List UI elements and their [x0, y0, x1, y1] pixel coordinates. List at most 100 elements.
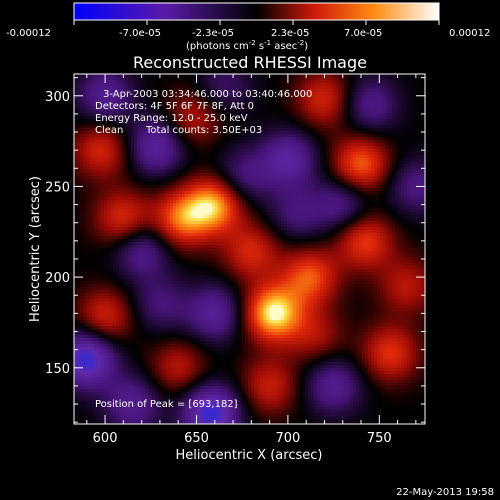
heatmap-cell [74, 347, 78, 351]
heatmap-cell [134, 407, 138, 411]
heatmap-cell [149, 182, 153, 186]
heatmap-cell [143, 383, 147, 387]
heatmap-cell [143, 203, 147, 207]
heatmap-cell [176, 365, 180, 369]
heatmap-cell [86, 215, 90, 219]
heatmap-cell [161, 278, 165, 282]
heatmap-cell [143, 143, 147, 147]
heatmap-cell [110, 314, 114, 318]
heatmap-cell [83, 320, 87, 324]
heatmap-cell [107, 377, 111, 381]
heatmap-cell [149, 233, 153, 237]
heatmap-cell [191, 335, 195, 339]
heatmap-cell [137, 260, 141, 264]
heatmap-cell [128, 248, 132, 252]
heatmap-cell [110, 296, 114, 300]
heatmap-cell [113, 206, 117, 210]
heatmap-cell [176, 344, 180, 348]
heatmap-cell [182, 146, 186, 150]
heatmap-cell [155, 185, 159, 189]
heatmap-cell [188, 230, 192, 234]
heatmap-cell [83, 248, 87, 252]
heatmap-cell [197, 251, 201, 255]
heatmap-cell [107, 362, 111, 366]
heatmap-cell [158, 119, 162, 123]
heatmap-cell [80, 248, 84, 252]
heatmap-cell [140, 176, 144, 180]
heatmap-cell [182, 224, 186, 228]
heatmap-cell [86, 89, 90, 93]
heatmap-cell [182, 167, 186, 171]
heatmap-cell [83, 302, 87, 306]
heatmap-cell [119, 284, 123, 288]
heatmap-cell [113, 260, 117, 264]
heatmap-cell [119, 395, 123, 399]
heatmap-cell [74, 422, 78, 424]
heatmap-cell [179, 80, 183, 84]
heatmap-cell [110, 263, 114, 267]
heatmap-cell [101, 191, 105, 195]
heatmap-cell [110, 326, 114, 330]
heatmap-cell [152, 278, 156, 282]
heatmap-cell [176, 131, 180, 135]
heatmap-cell [173, 326, 177, 330]
heatmap-cell [92, 263, 96, 267]
heatmap-cell [125, 167, 129, 171]
heatmap-cell [200, 161, 204, 165]
heatmap-cell [155, 245, 159, 249]
heatmap-cell [131, 383, 135, 387]
heatmap-cell [83, 257, 87, 261]
heatmap-cell [194, 383, 198, 387]
heatmap-cell [161, 362, 165, 366]
heatmap-cell [164, 335, 168, 339]
heatmap-cell [95, 173, 99, 177]
heatmap-cell [92, 347, 96, 351]
heatmap-cell [182, 305, 186, 309]
heatmap-cell [77, 404, 81, 408]
heatmap-cell [134, 80, 138, 84]
heatmap-cell [146, 335, 150, 339]
heatmap-cell [92, 197, 96, 201]
heatmap-cell [92, 317, 96, 321]
heatmap-cell [188, 224, 192, 228]
heatmap-cell [176, 86, 180, 90]
heatmap-cell [146, 182, 150, 186]
heatmap-cell [167, 134, 171, 138]
heatmap-cell [179, 95, 183, 99]
heatmap-cell [191, 377, 195, 381]
heatmap-cell [197, 383, 201, 387]
heatmap-cell [131, 248, 135, 252]
heatmap-cell [98, 251, 102, 255]
heatmap-cell [170, 83, 174, 87]
heatmap-cell [110, 227, 114, 231]
heatmap-cell [86, 206, 90, 210]
heatmap-cell [179, 305, 183, 309]
heatmap-cell [176, 167, 180, 171]
heatmap-cell [140, 377, 144, 381]
heatmap-cell [149, 284, 153, 288]
heatmap-cell [146, 77, 150, 81]
heatmap-cell [191, 200, 195, 204]
heatmap-cell [167, 338, 171, 342]
heatmap-cell [77, 215, 81, 219]
heatmap-cell [185, 191, 189, 195]
heatmap-cell [122, 77, 126, 81]
heatmap-cell [137, 86, 141, 90]
heatmap-cell [164, 179, 168, 183]
heatmap-cell [164, 341, 168, 345]
heatmap-cell [152, 341, 156, 345]
heatmap-cell [179, 167, 183, 171]
heatmap-cell [179, 173, 183, 177]
heatmap-cell [161, 377, 165, 381]
heatmap-cell [167, 203, 171, 207]
heatmap-cell [155, 266, 159, 270]
heatmap-cell [167, 407, 171, 411]
heatmap-cell [143, 317, 147, 321]
heatmap-cell [74, 332, 78, 336]
heatmap-cell [128, 362, 132, 366]
heatmap-cell [104, 131, 108, 135]
heatmap-cell [77, 89, 81, 93]
heatmap-cell [200, 158, 204, 162]
heatmap-cell [182, 155, 186, 159]
heatmap-cell [200, 263, 204, 267]
